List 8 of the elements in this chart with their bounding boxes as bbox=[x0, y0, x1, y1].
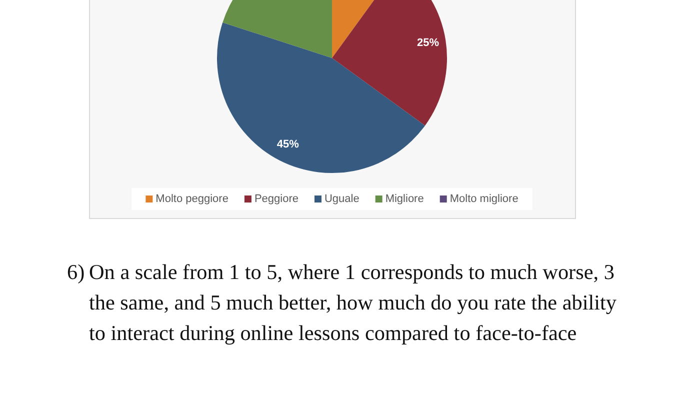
legend-label: Peggiore bbox=[254, 193, 298, 205]
legend-label: Migliore bbox=[385, 193, 424, 205]
legend-label: Molto migliore bbox=[450, 193, 518, 205]
legend-label: Molto peggiore bbox=[156, 193, 228, 205]
legend-label: Uguale bbox=[324, 193, 360, 205]
data-label: 25% bbox=[416, 36, 440, 49]
text: 6) On a scale from 1 to 5, where 1 corresponds to much worse, 3 the same, and 5 much better, how much do you rate the ability to interact during online lessons compared to face-to-face bbox=[67, 260, 617, 345]
data-label: 45% bbox=[276, 138, 300, 151]
